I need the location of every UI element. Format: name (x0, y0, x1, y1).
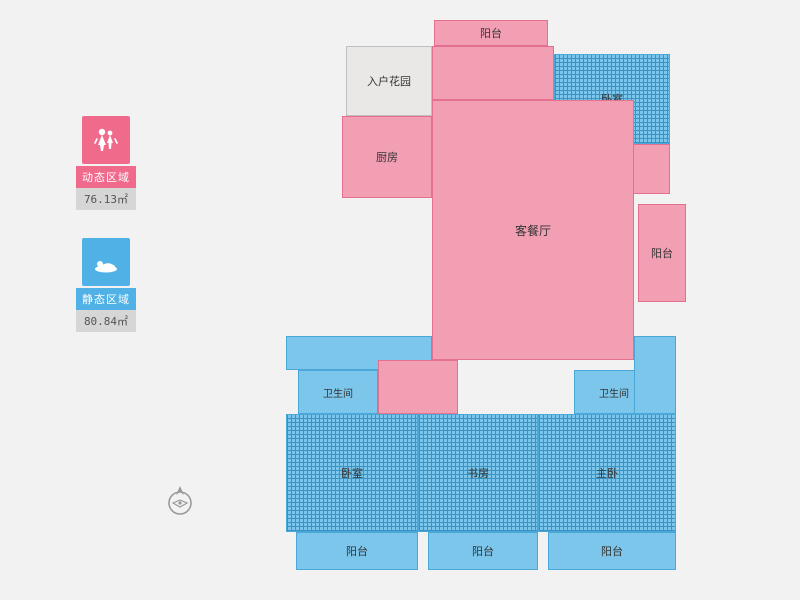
room-hall_gap (378, 360, 458, 414)
room-balcony_sc: 阳台 (428, 532, 538, 570)
room-kitchen: 厨房 (342, 116, 432, 198)
room-balcony_e: 阳台 (638, 204, 686, 302)
legend-value: 76.13㎡ (76, 188, 136, 210)
room-label: 书房 (467, 465, 489, 481)
legend-label: 动态区域 (76, 166, 136, 188)
people-icon (82, 116, 130, 164)
room-label: 阳台 (601, 543, 623, 559)
room-label: 阳台 (472, 543, 494, 559)
room-corridor_top (432, 46, 554, 100)
room-label: 卧室 (341, 465, 363, 481)
room-label: 阳台 (651, 245, 673, 261)
sleep-icon (82, 238, 130, 286)
compass-icon (163, 483, 197, 522)
room-label: 客餐厅 (515, 222, 551, 239)
room-label: 入户花园 (367, 73, 411, 89)
legend-value: 80.84㎡ (76, 310, 136, 332)
legend-label: 静态区域 (76, 288, 136, 310)
room-entry_garden: 入户花园 (346, 46, 432, 116)
room-balcony_top: 阳台 (434, 20, 548, 46)
legend: 动态区域76.13㎡静态区域80.84㎡ (76, 116, 136, 360)
room-balcony_se: 阳台 (548, 532, 676, 570)
room-master: 主卧 (538, 414, 676, 532)
room-bath_w: 卫生间 (298, 370, 378, 414)
room-living: 客餐厅 (432, 100, 634, 360)
room-bedroom_w: 卧室 (286, 414, 418, 532)
legend-item-dynamic: 动态区域76.13㎡ (76, 116, 136, 210)
room-label: 阳台 (346, 543, 368, 559)
room-label: 厨房 (376, 149, 398, 165)
room-wing_right (634, 336, 676, 414)
room-closet_ne (630, 144, 670, 194)
room-label: 主卧 (596, 465, 618, 481)
room-balcony_sw: 阳台 (296, 532, 418, 570)
floorplan-canvas: 动态区域76.13㎡静态区域80.84㎡阳台入户花园卧室厨房卫生间客餐厅阳台卫生… (0, 0, 800, 600)
room-label: 卫生间 (599, 385, 629, 400)
room-label: 阳台 (480, 25, 502, 41)
room-study: 书房 (418, 414, 538, 532)
room-label: 卫生间 (323, 385, 353, 400)
legend-item-static: 静态区域80.84㎡ (76, 238, 136, 332)
